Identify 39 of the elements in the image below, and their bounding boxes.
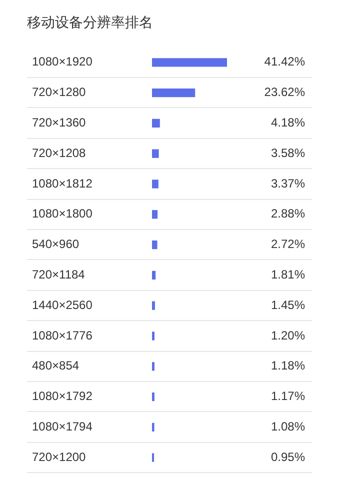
bar bbox=[152, 118, 160, 128]
data-label: 1.81% bbox=[270, 268, 306, 282]
y-tick-label: 720×1184 bbox=[32, 268, 86, 282]
bar bbox=[152, 270, 156, 280]
data-label: 23.62% bbox=[264, 85, 306, 100]
bar bbox=[152, 88, 196, 98]
bar bbox=[152, 332, 155, 340]
bar bbox=[152, 149, 159, 158]
bar bbox=[152, 210, 158, 219]
chart-title: 移动设备分辨率排名 bbox=[27, 14, 153, 32]
data-label: 1.18% bbox=[270, 358, 306, 373]
bar bbox=[152, 58, 227, 67]
y-tick-label: 1080×1794 bbox=[32, 420, 93, 434]
bar bbox=[152, 301, 155, 310]
data-label: 0.95% bbox=[270, 450, 306, 464]
y-tick-label: 480×854 bbox=[32, 358, 80, 373]
data-label: 3.58% bbox=[270, 146, 306, 160]
data-label: 41.42% bbox=[264, 54, 306, 69]
y-tick-label: 1080×1776 bbox=[32, 328, 93, 342]
y-tick-label: 720×1280 bbox=[32, 85, 86, 100]
data-label: 2.72% bbox=[270, 237, 306, 252]
y-tick-label: 1080×1920 bbox=[32, 54, 93, 69]
data-label: 4.18% bbox=[270, 116, 306, 130]
y-tick-label: 720×1208 bbox=[32, 146, 86, 160]
y-tick-label: 720×1200 bbox=[32, 450, 86, 464]
data-label: 1.20% bbox=[270, 328, 306, 342]
data-label: 3.37% bbox=[270, 176, 306, 190]
data-label: 2.88% bbox=[270, 206, 306, 221]
bar bbox=[152, 240, 158, 250]
y-tick-label: 1080×1812 bbox=[32, 176, 93, 190]
data-label: 1.45% bbox=[270, 298, 306, 312]
y-tick-label: 1440×2560 bbox=[32, 298, 93, 312]
bar bbox=[152, 180, 158, 188]
y-tick-label: 540×960 bbox=[32, 237, 80, 252]
y-tick-label: 1080×1800 bbox=[32, 206, 93, 221]
data-label: 1.08% bbox=[270, 420, 306, 434]
y-tick-label: 720×1360 bbox=[32, 116, 86, 130]
data-label: 1.17% bbox=[270, 389, 306, 404]
y-tick-label: 1080×1792 bbox=[32, 389, 93, 404]
